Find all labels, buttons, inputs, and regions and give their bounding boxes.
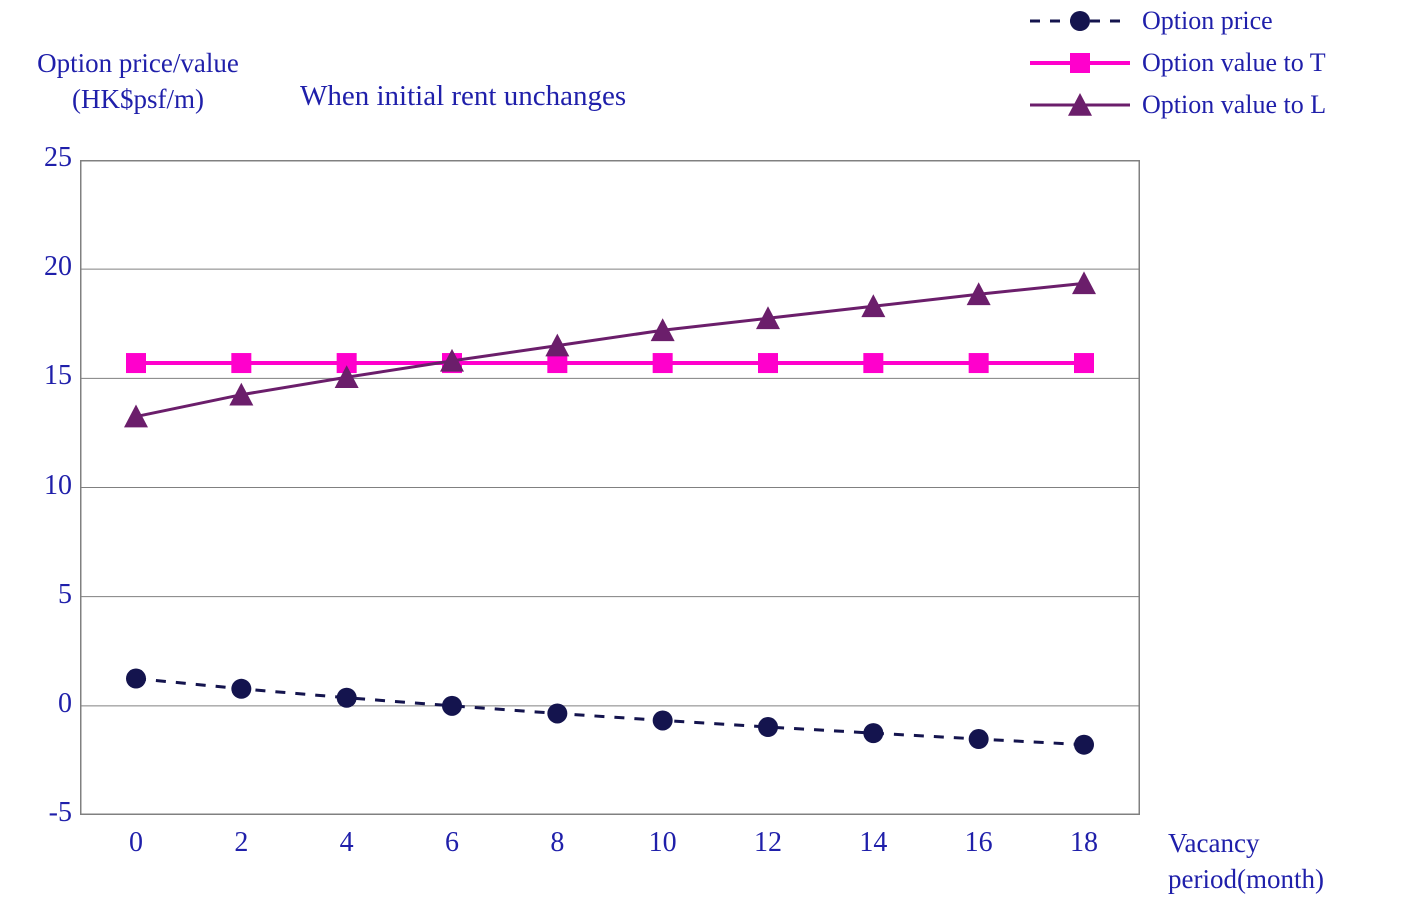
y-axis-title-line1: Option price/value xyxy=(37,48,239,78)
legend-item: Option value to L xyxy=(1030,84,1410,126)
y-tick-label: 25 xyxy=(12,142,72,174)
y-axis-title-line2: (HK$psf/m) xyxy=(72,84,204,114)
x-tick-label: 2 xyxy=(234,827,248,859)
y-tick-label: -5 xyxy=(12,797,72,829)
legend-label: Option price xyxy=(1142,6,1273,36)
chart-stage: Option price Option value to T Option va… xyxy=(0,0,1417,906)
y-axis-title: Option price/value (HK$psf/m) xyxy=(8,45,268,118)
chart-title: When initial rent unchanges xyxy=(300,80,800,113)
x-tick-label: 12 xyxy=(754,827,782,859)
x-tick-label: 6 xyxy=(445,827,459,859)
x-tick-label: 10 xyxy=(649,827,677,859)
legend-swatch-option-value-t xyxy=(1030,47,1130,79)
x-axis-title-line1: Vacancy xyxy=(1168,828,1259,858)
legend-swatch-option-price xyxy=(1030,5,1130,37)
x-tick-label: 14 xyxy=(859,827,887,859)
legend-swatch-option-value-l xyxy=(1030,89,1130,121)
legend-label: Option value to T xyxy=(1142,48,1326,78)
plot-area xyxy=(80,160,1140,815)
x-tick-label: 18 xyxy=(1070,827,1098,859)
legend-label: Option value to L xyxy=(1142,90,1326,120)
legend-item: Option price xyxy=(1030,0,1410,42)
x-tick-label: 8 xyxy=(550,827,564,859)
x-tick-label: 16 xyxy=(965,827,993,859)
x-axis-title: Vacancy period(month) xyxy=(1168,825,1408,898)
x-axis-title-line2: period(month) xyxy=(1168,864,1324,894)
y-tick-label: 5 xyxy=(12,579,72,611)
legend-item: Option value to T xyxy=(1030,42,1410,84)
x-tick-label: 4 xyxy=(340,827,354,859)
y-tick-label: 20 xyxy=(12,251,72,283)
legend: Option price Option value to T Option va… xyxy=(1030,0,1410,126)
x-tick-label: 0 xyxy=(129,827,143,859)
plot-svg xyxy=(80,160,1140,815)
y-tick-label: 15 xyxy=(12,360,72,392)
y-tick-label: 0 xyxy=(12,688,72,720)
y-tick-label: 10 xyxy=(12,470,72,502)
